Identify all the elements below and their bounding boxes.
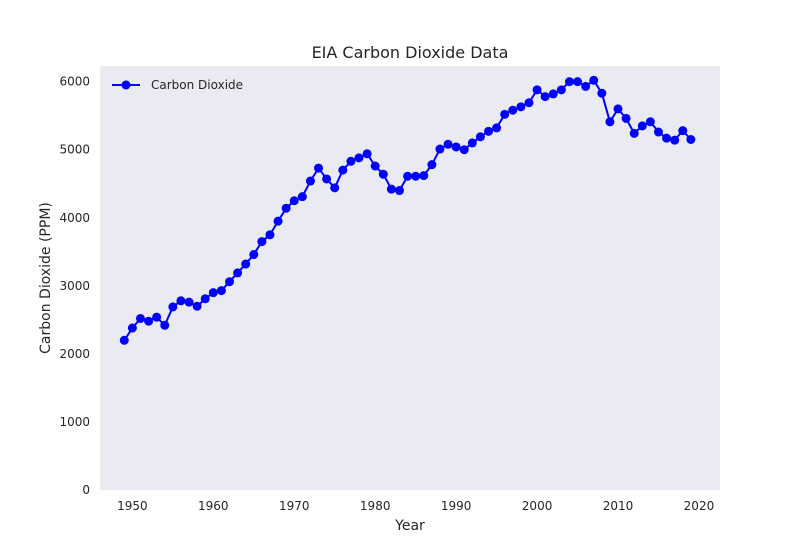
data-point <box>297 192 307 202</box>
y-tick-label: 6000 <box>59 75 90 89</box>
data-point <box>152 312 162 322</box>
data-point <box>589 75 599 85</box>
data-point <box>678 126 688 136</box>
data-point <box>629 128 639 138</box>
data-point <box>516 102 526 112</box>
data-point <box>330 183 340 193</box>
data-point <box>265 230 275 240</box>
data-point <box>435 144 445 154</box>
data-point <box>581 81 591 91</box>
data-point <box>135 313 145 323</box>
data-point <box>386 184 396 194</box>
data-point <box>241 259 251 269</box>
data-point <box>281 203 291 213</box>
data-point <box>605 117 615 127</box>
data-point <box>597 88 607 98</box>
data-point <box>443 139 453 149</box>
data-point <box>346 156 356 166</box>
data-point <box>427 160 437 170</box>
data-point <box>645 117 655 127</box>
y-axis-label: Carbon Dioxide (PPM) <box>38 202 54 354</box>
legend-point-marker <box>121 80 131 90</box>
data-point <box>370 161 380 171</box>
data-point <box>160 320 170 330</box>
y-tick-label: 2000 <box>59 347 90 361</box>
data-point <box>314 163 324 173</box>
data-point <box>686 135 696 145</box>
legend: Carbon Dioxide <box>112 78 243 92</box>
x-tick-label: 2020 <box>684 499 715 513</box>
y-tick-label: 0 <box>82 483 90 497</box>
data-point <box>556 85 566 95</box>
data-point <box>289 196 299 206</box>
data-point <box>305 176 315 186</box>
data-point <box>233 268 243 278</box>
data-point <box>144 316 154 326</box>
data-point <box>354 153 364 163</box>
x-tick-label: 1990 <box>441 499 472 513</box>
data-point <box>540 92 550 102</box>
data-point <box>394 186 404 196</box>
data-point <box>273 216 283 226</box>
data-point <box>192 301 202 311</box>
x-tick-label: 1950 <box>117 499 148 513</box>
data-point <box>322 174 332 184</box>
data-point <box>500 109 510 119</box>
data-point <box>208 288 218 298</box>
data-point <box>200 294 210 304</box>
data-point <box>524 98 534 108</box>
y-tick-label: 4000 <box>59 211 90 225</box>
data-point <box>508 105 518 115</box>
data-point <box>378 169 388 179</box>
data-point <box>411 171 421 181</box>
data-point <box>168 302 178 312</box>
x-axis-label: Year <box>394 518 425 534</box>
data-point <box>670 135 680 145</box>
data-point <box>613 104 623 114</box>
chart-title: EIA Carbon Dioxide Data <box>312 43 509 62</box>
data-point <box>573 77 583 87</box>
data-point <box>548 89 558 99</box>
x-tick-label: 2000 <box>522 499 553 513</box>
data-point <box>176 296 186 306</box>
x-tick-label: 1980 <box>360 499 391 513</box>
y-tick-label: 3000 <box>59 279 90 293</box>
y-axis-ticks: 0 1000 2000 3000 4000 5000 6000 <box>59 75 90 497</box>
data-point <box>564 77 574 87</box>
data-point <box>637 121 647 131</box>
legend-label: Carbon Dioxide <box>151 78 243 92</box>
data-point <box>225 277 235 287</box>
plot-background <box>100 66 720 490</box>
series-layer <box>119 75 696 345</box>
data-point <box>532 85 542 95</box>
data-point <box>492 123 502 133</box>
data-point <box>249 250 259 260</box>
x-tick-label: 1960 <box>198 499 229 513</box>
data-point <box>484 126 494 136</box>
x-tick-label: 1970 <box>279 499 310 513</box>
data-point <box>127 323 137 333</box>
data-point <box>362 149 372 159</box>
data-point <box>662 133 672 143</box>
data-point <box>403 171 413 181</box>
data-point <box>475 132 485 142</box>
x-axis-ticks: 1950 1960 1970 1980 1990 2000 2010 2020 <box>117 499 714 513</box>
data-point <box>216 286 226 296</box>
data-point <box>653 127 663 137</box>
x-tick-label: 2010 <box>603 499 634 513</box>
data-point <box>451 142 461 152</box>
data-point <box>119 335 129 345</box>
y-tick-label: 5000 <box>59 143 90 157</box>
data-point <box>257 237 267 247</box>
data-point <box>338 165 348 175</box>
data-point <box>467 138 477 148</box>
data-point <box>621 113 631 123</box>
data-point <box>419 171 429 181</box>
data-point <box>459 145 469 155</box>
data-point <box>184 297 194 307</box>
y-tick-label: 1000 <box>59 415 90 429</box>
